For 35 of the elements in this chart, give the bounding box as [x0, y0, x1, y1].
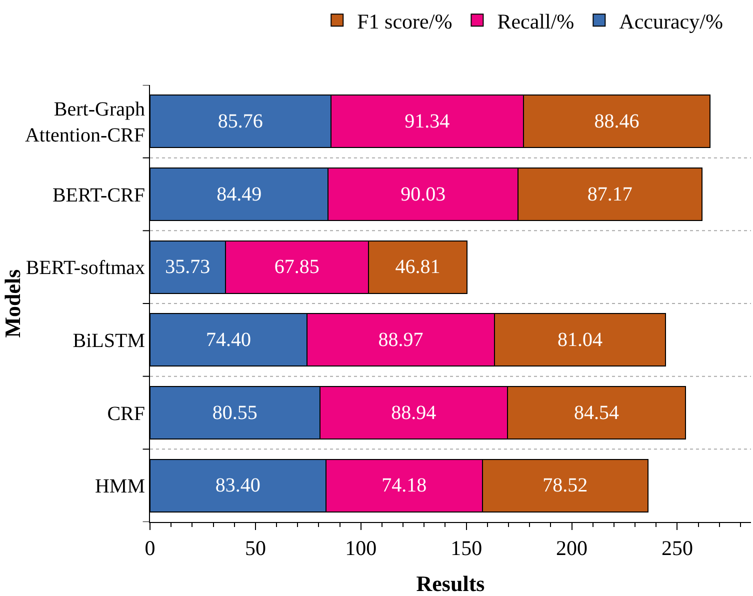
x-axis-title: Results — [416, 571, 486, 596]
data-label: 91.34 — [404, 110, 450, 132]
data-label: 80.55 — [212, 402, 258, 424]
x-tick-label: 150 — [450, 536, 482, 560]
data-label: 87.17 — [587, 183, 632, 206]
data-label: 46.81 — [395, 256, 440, 278]
data-label: 88.97 — [378, 328, 424, 351]
data-label: 67.85 — [274, 256, 320, 278]
y-tick-label: HMM — [94, 476, 146, 498]
data-label: 83.40 — [215, 474, 260, 497]
y-axis-title: Models — [0, 268, 25, 338]
legend-label: Recall/% — [497, 9, 574, 34]
y-tick-label: BERT-softmax — [26, 257, 145, 280]
x-tick-label: 0 — [144, 536, 156, 560]
data-label: 81.04 — [557, 328, 602, 351]
x-tick-label: 100 — [345, 536, 377, 560]
x-tick-label: 250 — [661, 536, 693, 560]
data-label: 74.40 — [206, 328, 251, 351]
data-label: 85.76 — [218, 110, 263, 132]
legend-label: Accuracy/% — [619, 9, 723, 34]
data-label: 74.18 — [382, 474, 427, 497]
legend-label: F1 score/% — [357, 9, 452, 34]
y-tick-label: BERT-CRF — [52, 184, 145, 206]
data-label: 84.49 — [216, 183, 262, 206]
data-label: 35.73 — [165, 256, 210, 278]
data-label: 84.54 — [574, 402, 620, 424]
x-tick-label: 200 — [556, 536, 588, 560]
y-tick-label: Bert-Graph Attention-CRF — [24, 98, 145, 146]
data-label: 88.46 — [594, 110, 640, 132]
y-tick-label: CRF — [107, 402, 145, 425]
data-label: 88.94 — [391, 402, 436, 424]
data-label: 90.03 — [400, 183, 446, 206]
x-tick-label: 50 — [244, 536, 266, 560]
y-tick-label: BiLSTM — [72, 330, 146, 352]
data-label: 78.52 — [542, 474, 588, 497]
